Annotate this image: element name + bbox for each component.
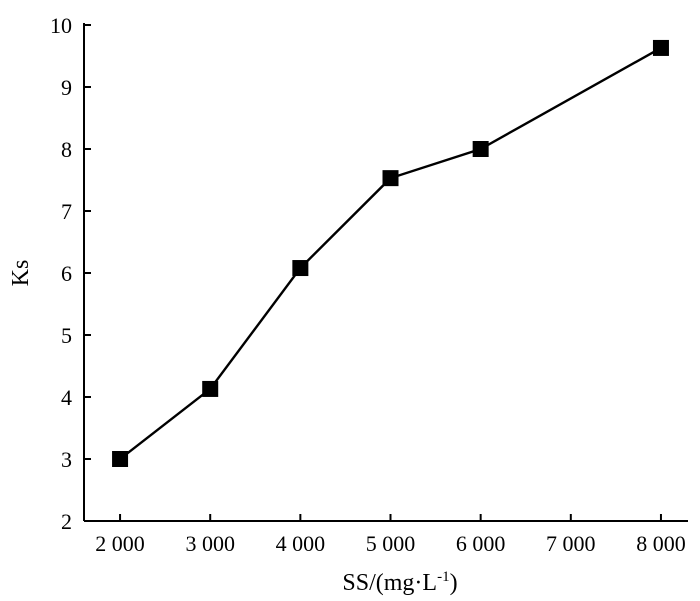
x-axis-title-main: SS/(mg·L (342, 570, 437, 596)
x-tick-label: 7 000 (546, 531, 596, 556)
y-axis-ticks: 2 3 4 5 6 7 8 9 10 (50, 13, 91, 534)
y-axis-title: Ks (8, 260, 34, 287)
y-tick-label: 5 (61, 323, 72, 348)
plot-area: 2 3 4 5 6 7 8 9 10 2 000 3 000 4 000 5 000 6 000 7 00… (50, 13, 688, 556)
y-tick-label: 9 (61, 75, 72, 100)
x-axis-ticks: 2 000 3 000 4 000 5 000 6 000 7 000 8 000 (95, 514, 686, 556)
y-tick-label: 8 (61, 137, 72, 162)
x-tick-label: 2 000 (95, 531, 145, 556)
data-point-marker (202, 380, 219, 397)
y-tick-label: 6 (61, 261, 72, 286)
series-line (119, 46, 662, 460)
x-axis-title: SS/(mg·L-1) (342, 569, 457, 596)
x-axis-title-end: ) (450, 570, 458, 596)
series-group (112, 39, 669, 467)
data-point-marker (382, 170, 399, 187)
y-tick-label: 10 (50, 13, 72, 38)
data-point-marker (472, 141, 489, 157)
x-tick-label: 5 000 (366, 531, 416, 556)
y-tick-label: 2 (61, 509, 72, 534)
y-tick-label: 4 (61, 385, 72, 410)
x-tick-label: 8 000 (636, 531, 686, 556)
y-tick-label: 3 (61, 447, 72, 472)
data-point-marker (112, 451, 129, 467)
y-tick-label: 7 (61, 199, 72, 224)
x-tick-label: 3 000 (185, 531, 235, 556)
x-tick-label: 4 000 (276, 531, 326, 556)
data-point-marker (652, 39, 669, 56)
data-point-marker (292, 260, 309, 277)
x-axis-title-sup: -1 (437, 569, 450, 585)
x-tick-label: 6 000 (456, 531, 506, 556)
